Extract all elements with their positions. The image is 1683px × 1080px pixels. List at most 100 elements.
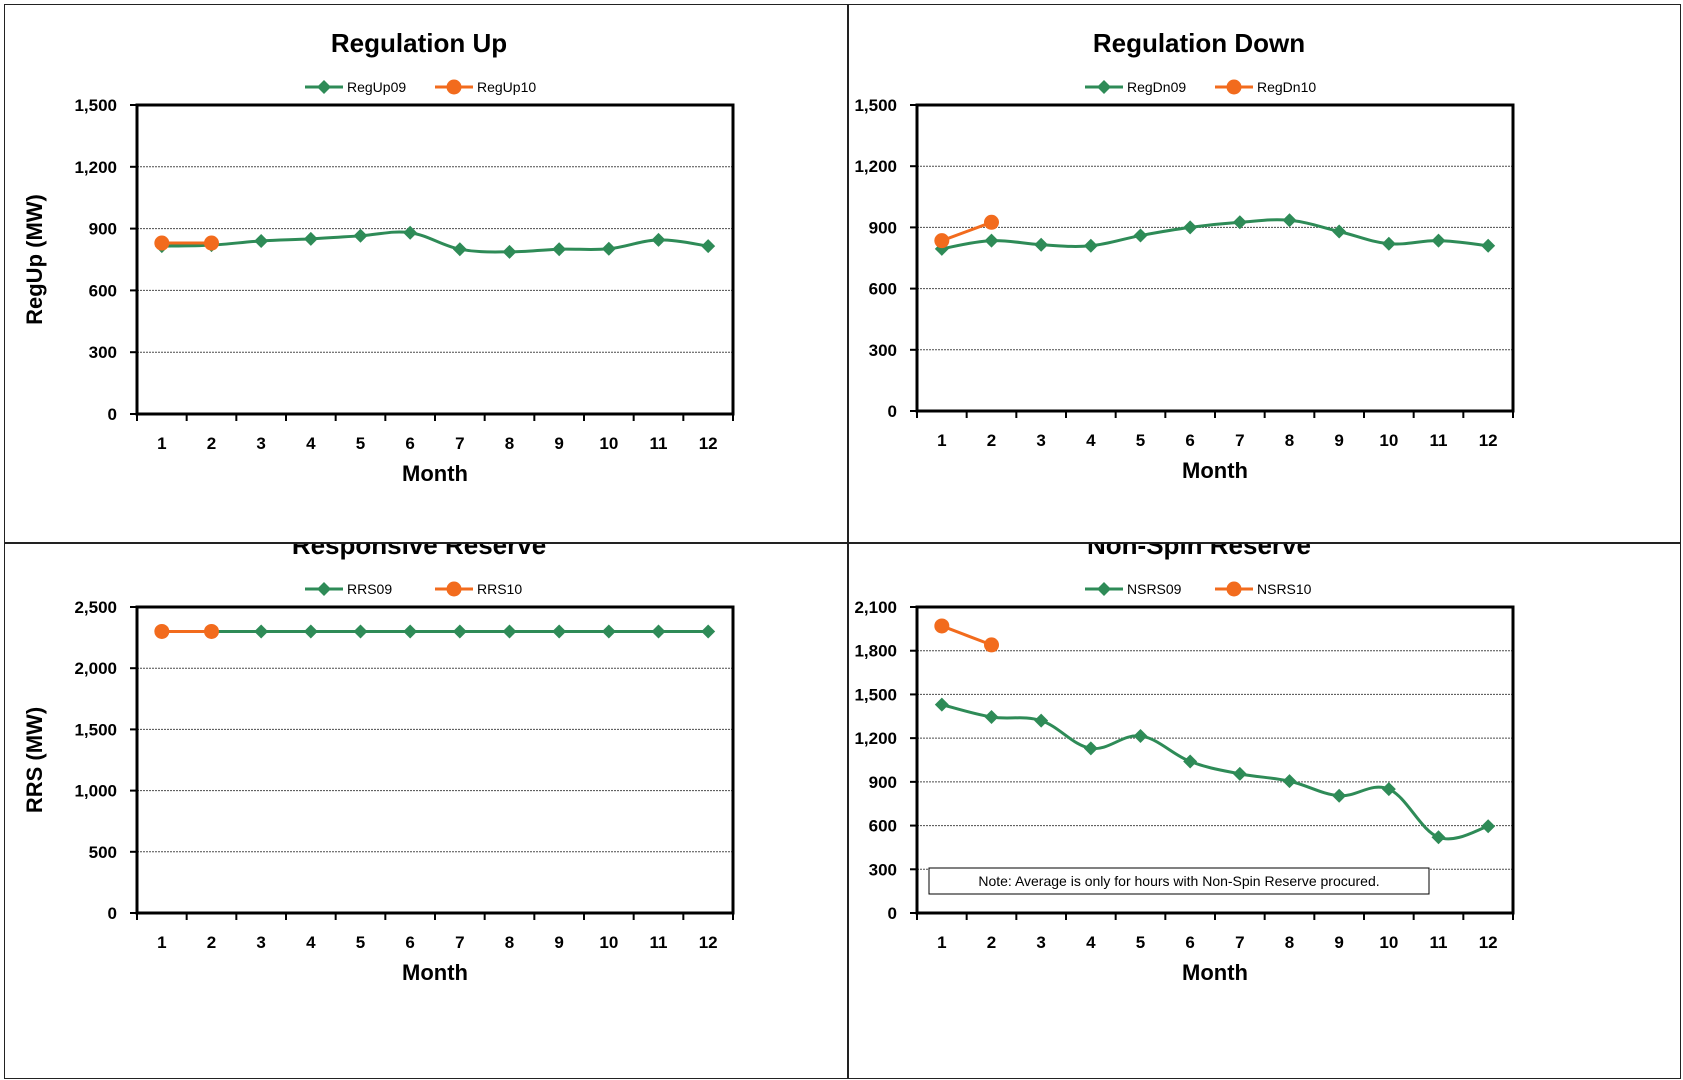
x-tick-label: 1 bbox=[937, 431, 946, 450]
y-tick-label: 0 bbox=[888, 904, 897, 923]
series-line-regup09 bbox=[161, 230, 709, 254]
data-point-regup09-9 bbox=[552, 242, 567, 257]
data-point-regdn10-1 bbox=[934, 233, 950, 249]
chart-panel-regulation-down: Regulation Down RegDn09 RegDn10 0 300 600 900 1… bbox=[848, 4, 1681, 543]
data-point-rrs09-6 bbox=[403, 624, 418, 639]
legend-marker-rrs09 bbox=[317, 582, 331, 596]
y-tick-label: 900 bbox=[89, 220, 117, 239]
y-tick-label: 1,200 bbox=[74, 158, 117, 177]
x-tick-label: 6 bbox=[1185, 431, 1194, 450]
x-tick-label: 3 bbox=[1036, 431, 1045, 450]
legend-label-nsrs09: NSRS09 bbox=[1127, 581, 1182, 597]
y-tick-label: 600 bbox=[869, 280, 897, 299]
legend-marker-regup10 bbox=[446, 79, 462, 95]
data-point-nsrs09-1 bbox=[934, 697, 949, 712]
y-tick-label: 0 bbox=[888, 402, 897, 421]
y-tick-label: 500 bbox=[89, 843, 117, 862]
legend-marker-nsrs09 bbox=[1097, 582, 1111, 596]
data-point-nsrs09-9 bbox=[1332, 788, 1347, 803]
chart-panel-non-spin-reserve: Non-Spin Reserve NSRS09 NSRS10 0 300 600 900 1,… bbox=[848, 543, 1681, 1079]
y-tick-label: 2,000 bbox=[74, 659, 117, 678]
y-tick-label: 2,500 bbox=[74, 598, 117, 617]
y-tick-label: 1,800 bbox=[854, 642, 897, 661]
x-tick-label: 11 bbox=[650, 434, 668, 453]
legend-marker-rrs10 bbox=[446, 581, 462, 597]
data-point-regdn09-7 bbox=[1232, 215, 1247, 230]
data-point-regup09-10 bbox=[601, 241, 616, 256]
y-tick-label: 300 bbox=[89, 343, 117, 362]
data-point-nsrs09-7 bbox=[1232, 766, 1247, 781]
x-tick-label: 2 bbox=[207, 933, 216, 952]
x-tick-label: 12 bbox=[1479, 431, 1498, 450]
series-rrs09 bbox=[154, 624, 716, 639]
chart-legend: RegDn09 RegDn10 bbox=[1085, 79, 1316, 95]
chart-panel-responsive-reserve: Responsive Reserve RRS09 RRS10 0 500 1,000 1,5… bbox=[4, 543, 848, 1079]
data-point-regup09-7 bbox=[452, 242, 467, 257]
y-axis-label: RRS (MW) bbox=[22, 707, 47, 813]
data-point-rrs09-5 bbox=[353, 624, 368, 639]
data-point-rrs09-4 bbox=[303, 624, 318, 639]
data-point-rrs09-11 bbox=[651, 624, 666, 639]
x-axis-label: Month bbox=[402, 960, 468, 985]
data-point-rrs09-12 bbox=[701, 624, 716, 639]
x-tick-label: 2 bbox=[207, 434, 216, 453]
data-point-regup09-11 bbox=[651, 232, 666, 247]
chart-title: Responsive Reserve bbox=[292, 544, 546, 560]
x-tick-label: 1 bbox=[157, 933, 166, 952]
data-point-regup09-4 bbox=[303, 231, 318, 246]
y-tick-label: 1,200 bbox=[854, 729, 897, 748]
series-regup10 bbox=[154, 235, 219, 251]
series-line-regdn10 bbox=[941, 220, 993, 243]
data-point-regdn09-2 bbox=[984, 233, 999, 248]
x-tick-label: 9 bbox=[554, 933, 563, 952]
data-point-nsrs09-5 bbox=[1133, 728, 1148, 743]
data-point-regup09-6 bbox=[403, 225, 418, 240]
x-tick-label: 8 bbox=[505, 434, 514, 453]
y-tick-label: 1,500 bbox=[74, 720, 117, 739]
x-tick-label: 7 bbox=[455, 434, 464, 453]
x-tick-label: 10 bbox=[599, 434, 618, 453]
x-tick-label: 3 bbox=[256, 933, 265, 952]
series-line-nsrs09 bbox=[941, 703, 1489, 841]
data-point-regup09-8 bbox=[502, 244, 517, 259]
y-tick-label: 2,100 bbox=[854, 598, 897, 617]
note-text: Note: Average is only for hours with Non… bbox=[978, 873, 1379, 889]
y-tick-label: 0 bbox=[108, 405, 117, 424]
legend-label-regup10: RegUp10 bbox=[477, 79, 536, 95]
y-tick-label: 1,200 bbox=[854, 157, 897, 176]
x-tick-label: 10 bbox=[1379, 933, 1398, 952]
chart-svg: Non-Spin Reserve NSRS09 NSRS10 0 300 600 900 1,… bbox=[854, 544, 1515, 985]
x-tick-label: 5 bbox=[1136, 431, 1145, 450]
x-tick-label: 11 bbox=[650, 933, 668, 952]
data-point-nsrs09-6 bbox=[1183, 754, 1198, 769]
y-tick-label: 1,000 bbox=[74, 782, 117, 801]
x-tick-label: 6 bbox=[405, 434, 414, 453]
series-nsrs10 bbox=[934, 618, 999, 653]
plot-area-border bbox=[915, 605, 1515, 915]
x-tick-label: 2 bbox=[987, 431, 996, 450]
y-tick-label: 600 bbox=[869, 817, 897, 836]
data-point-regdn09-11 bbox=[1431, 233, 1446, 248]
x-tick-label: 5 bbox=[356, 434, 365, 453]
x-axis-label: Month bbox=[1182, 458, 1248, 483]
data-point-rrs10-1 bbox=[154, 623, 170, 639]
x-tick-label: 1 bbox=[937, 933, 946, 952]
data-point-rrs09-7 bbox=[452, 624, 467, 639]
x-tick-label: 12 bbox=[1479, 933, 1498, 952]
chart-panel-regulation-up: Regulation Up RegUp09 RegUp10 0 300 600 900 1,2… bbox=[4, 4, 848, 543]
x-tick-label: 9 bbox=[1334, 431, 1343, 450]
data-point-regdn10-2 bbox=[984, 214, 999, 230]
series-line-regdn09 bbox=[941, 218, 1489, 251]
data-point-regdn09-5 bbox=[1133, 228, 1148, 243]
data-point-regdn09-4 bbox=[1083, 238, 1098, 253]
y-tick-label: 600 bbox=[89, 281, 117, 300]
legend-label-regup09: RegUp09 bbox=[347, 79, 406, 95]
x-tick-label: 7 bbox=[455, 933, 464, 952]
chart-svg: Regulation Down RegDn09 RegDn10 0 300 600 900 1… bbox=[854, 28, 1515, 483]
x-tick-label: 1 bbox=[157, 434, 166, 453]
data-point-regup09-3 bbox=[254, 233, 269, 248]
y-tick-label: 0 bbox=[108, 904, 117, 923]
series-regdn09 bbox=[934, 213, 1496, 256]
data-point-regup09-12 bbox=[701, 239, 716, 254]
data-point-nsrs09-3 bbox=[1034, 713, 1049, 728]
